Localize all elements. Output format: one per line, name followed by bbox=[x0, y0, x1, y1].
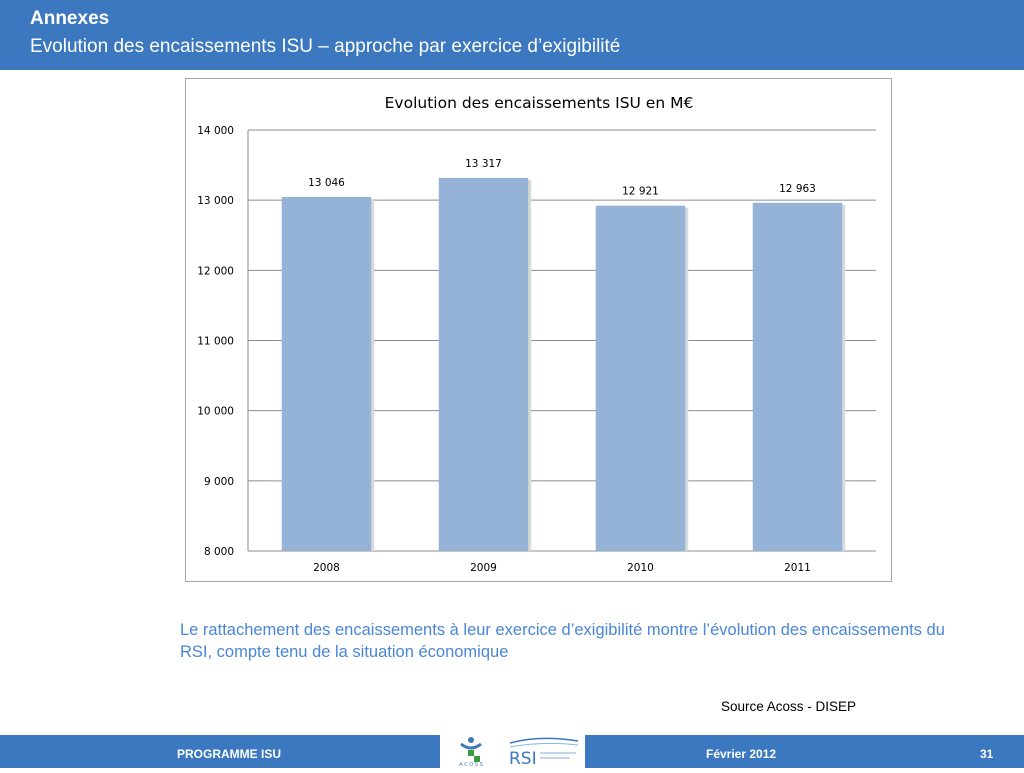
y-tick-label: 11 000 bbox=[197, 336, 234, 348]
acoss-logo: A C O S S bbox=[459, 737, 483, 768]
rsi-logo-text: RSI bbox=[509, 749, 537, 768]
y-tick-label: 8 000 bbox=[204, 546, 234, 558]
data-label: 13 046 bbox=[308, 177, 345, 189]
commentary-text: Le rattachement des encaissements à leur… bbox=[180, 621, 945, 661]
acoss-logo-text: A C O S S bbox=[459, 762, 483, 768]
source-text: Source Acoss - DISEP bbox=[721, 699, 857, 714]
y-tick-label: 10 000 bbox=[197, 406, 234, 418]
page-number: 31 bbox=[980, 747, 994, 761]
data-label: 13 317 bbox=[465, 158, 502, 170]
y-tick-label: 12 000 bbox=[197, 265, 234, 277]
bar-chart: Evolution des encaissements ISU en M€ 8 … bbox=[197, 94, 876, 574]
bar-2011 bbox=[752, 202, 843, 552]
rsi-logo: RSI bbox=[509, 737, 579, 769]
y-tick-label: 9 000 bbox=[204, 476, 234, 488]
data-label: 12 921 bbox=[622, 186, 659, 198]
footer-bar: PROGRAMME ISU A C O S S RSI Février 2012… bbox=[0, 735, 1024, 769]
x-tick-label: 2009 bbox=[470, 562, 497, 574]
bar-2010 bbox=[595, 205, 686, 551]
bar-2009 bbox=[438, 177, 529, 551]
x-tick-label: 2008 bbox=[313, 562, 340, 574]
y-tick-label: 14 000 bbox=[197, 125, 234, 137]
footer-program-label: PROGRAMME ISU bbox=[177, 747, 282, 761]
chart-frame: Evolution des encaissements ISU en M€ 8 … bbox=[185, 78, 892, 582]
chart-title: Evolution des encaissements ISU en M€ bbox=[385, 94, 694, 112]
bar-2008 bbox=[281, 196, 372, 551]
footer-date: Février 2012 bbox=[706, 747, 777, 761]
data-label: 12 963 bbox=[779, 183, 816, 195]
header-bar: Annexes Evolution des encaissements ISU … bbox=[0, 0, 1024, 70]
slide-section-title: Annexes bbox=[30, 8, 110, 29]
x-tick-label: 2011 bbox=[784, 562, 811, 574]
y-tick-label: 13 000 bbox=[197, 195, 234, 207]
x-tick-label: 2010 bbox=[627, 562, 654, 574]
slide-subtitle: Evolution des encaissements ISU – approc… bbox=[30, 36, 621, 57]
footer-logos: A C O S S RSI bbox=[440, 735, 585, 769]
